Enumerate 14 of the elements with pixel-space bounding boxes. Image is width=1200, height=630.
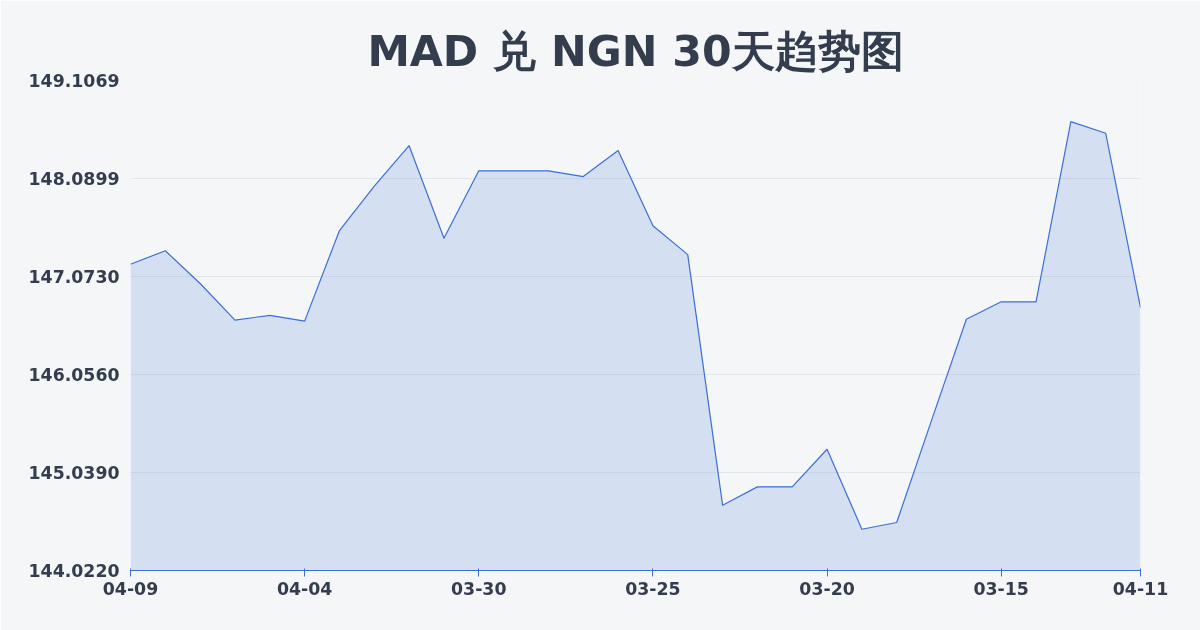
y-tick-label: 144.0220 [28, 561, 120, 581]
y-tick-label: 149.1069 [28, 71, 120, 91]
y-tick-label: 147.0730 [28, 266, 120, 287]
x-tick-label: 04-09 [102, 578, 159, 599]
y-tick-label: 145.0390 [28, 463, 120, 483]
x-tick-label: 03-15 [973, 578, 1029, 599]
y-tick-label: 148.0899 [28, 169, 120, 189]
chart-title: MAD 兑 NGN 30天趋势图 [367, 25, 904, 76]
x-tick-label: 03-30 [451, 578, 507, 599]
x-tick-label: 04-04 [276, 578, 333, 599]
x-tick-label: 03-25 [625, 578, 681, 599]
y-tick-label: 146.0560 [28, 365, 120, 385]
x-tick-label: 03-20 [799, 578, 855, 599]
x-tick-label: 04-11 [1112, 578, 1169, 599]
